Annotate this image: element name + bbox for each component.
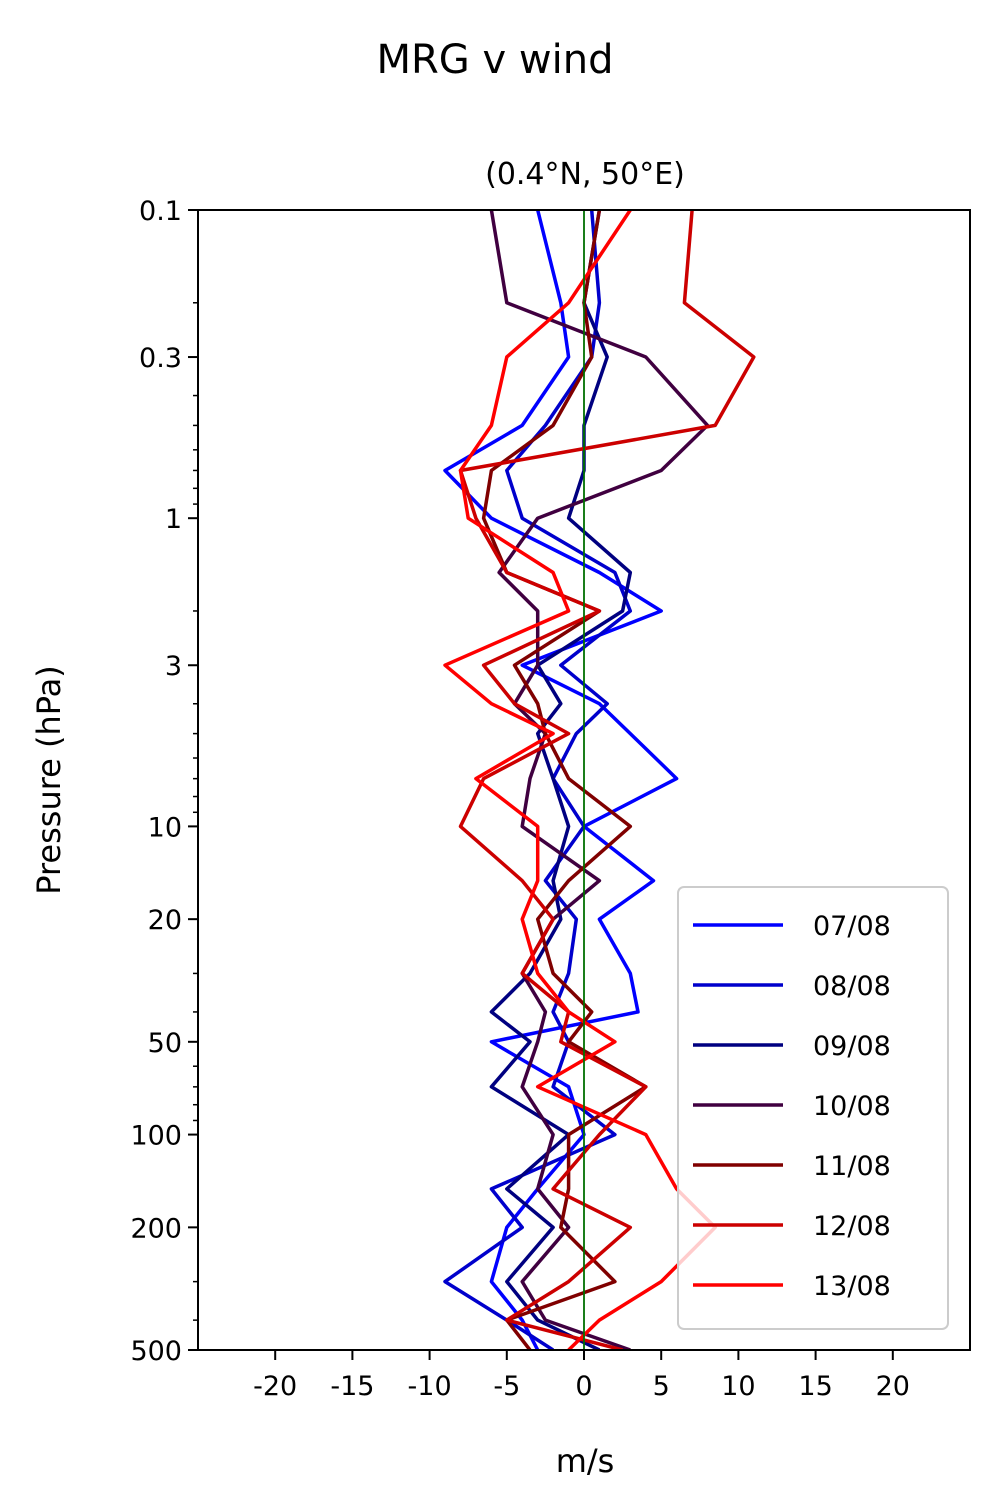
- x-axis-label: m/s: [556, 1442, 615, 1480]
- series-layer: [443, 210, 756, 1350]
- y-tick-label: 10: [148, 812, 182, 843]
- y-tick-label: 1: [165, 504, 182, 535]
- legend-label: 09/08: [813, 1031, 891, 1062]
- legend-label: 08/08: [813, 971, 891, 1002]
- legend-label: 07/08: [813, 911, 891, 942]
- y-axis-label: Pressure (hPa): [30, 665, 68, 895]
- y-tick-label: 100: [130, 1121, 182, 1152]
- x-tick-label: 10: [721, 1371, 755, 1402]
- x-tick-label: 15: [798, 1371, 832, 1402]
- series-line-13-08: [443, 210, 717, 1350]
- plot-area: [443, 210, 756, 1350]
- y-tick-label: 20: [148, 905, 182, 936]
- x-tick-label: 20: [876, 1371, 910, 1402]
- legend: 07/08 08/08 09/08 10/08 11/08 12/08 13/08: [677, 886, 949, 1330]
- y-tick-label: 3: [165, 651, 182, 682]
- y-tick-label: 200: [130, 1213, 182, 1244]
- y-tick-label: 500: [130, 1336, 182, 1367]
- legend-label: 11/08: [813, 1151, 891, 1182]
- x-tick-label: 5: [653, 1371, 670, 1402]
- x-tick-label: -20: [253, 1371, 297, 1402]
- x-tick-label: 0: [575, 1371, 592, 1402]
- figure-title: MRG v wind: [377, 37, 614, 83]
- x-tick-label: -10: [408, 1371, 452, 1402]
- legend-label: 13/08: [813, 1271, 891, 1302]
- legend-box: [677, 886, 949, 1330]
- x-tick-label: -5: [493, 1371, 520, 1402]
- series-line-11-08: [481, 210, 648, 1350]
- y-tick-label: 50: [148, 1028, 182, 1059]
- legend-label: 10/08: [813, 1091, 891, 1122]
- legend-label: 12/08: [813, 1211, 891, 1242]
- x-axis: -20 -15 -10 -5 0 5 10 15 20: [253, 1350, 910, 1402]
- y-tick-label: 0.3: [139, 343, 182, 374]
- x-tick-label: -15: [330, 1371, 374, 1402]
- axes-subtitle: (0.4°N, 50°E): [485, 157, 685, 192]
- y-tick-label: 0.1: [139, 196, 182, 227]
- series-line-10-08: [489, 210, 710, 1350]
- y-axis: 0.1 0.3 1 3 10 20 50 100 200 500: [130, 196, 198, 1367]
